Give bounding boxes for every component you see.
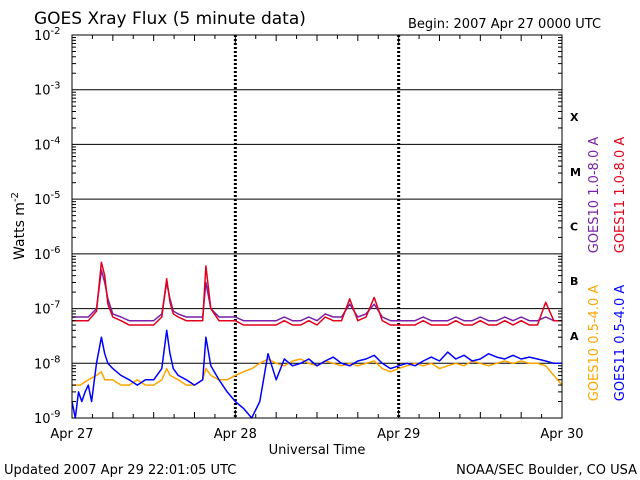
series-line-1 — [72, 261, 562, 326]
flare-class-a: A — [570, 330, 579, 343]
legend-entry-0: GOES10 1.0-8.0 A — [587, 137, 602, 254]
legend-entry-3: GOES11 0.5-4.0 A — [613, 285, 628, 402]
y-tick-label-exponent: -4 — [51, 135, 61, 146]
y-tick-label-exponent: -3 — [51, 81, 61, 92]
grid-lines — [72, 35, 562, 418]
tick-marks — [71, 35, 563, 418]
y-tick-label-4: 10-6 — [34, 245, 61, 263]
legend-entry-2: GOES10 0.5-4.0 A — [587, 285, 602, 402]
x-tick-label-2: Apr 29 — [377, 427, 420, 442]
y-axis-label-base: Watts m — [12, 202, 28, 260]
y-tick-label-base: 10 — [34, 138, 51, 153]
begin-label: Begin: 2007 Apr 27 0000 UTC — [408, 17, 601, 32]
y-tick-labels: 10-210-310-410-510-610-710-810-9 — [34, 26, 61, 427]
y-tick-label-base: 10 — [34, 303, 51, 318]
x-tick-labels: Apr 27 Apr 28 Apr 29 Apr 30 — [50, 427, 583, 442]
source-credit: NOAA/SEC Boulder, CO USA — [456, 463, 637, 478]
x-tick-label-0: Apr 27 — [50, 427, 93, 442]
y-tick-label-base: 10 — [34, 29, 51, 44]
flare-class-labels: X M C B A — [570, 111, 581, 343]
legend-entry-1: GOES11 1.0-8.0 A — [613, 137, 628, 254]
y-tick-label-exponent: -5 — [51, 190, 61, 201]
y-tick-label-0: 10-2 — [34, 26, 61, 44]
y-tick-label-exponent: -7 — [51, 300, 61, 311]
y-tick-label-base: 10 — [34, 193, 51, 208]
y-tick-label-exponent: -2 — [51, 26, 61, 37]
series-line-0 — [72, 269, 562, 322]
flare-class-m: M — [570, 166, 581, 179]
y-tick-label-base: 10 — [34, 84, 51, 99]
flare-class-c: C — [570, 221, 578, 234]
y-tick-label-2: 10-4 — [34, 135, 61, 153]
y-tick-label-1: 10-3 — [34, 81, 61, 99]
chart-title: GOES Xray Flux (5 minute data) — [34, 9, 306, 29]
y-tick-label-6: 10-8 — [34, 354, 61, 372]
updated-timestamp: Updated 2007 Apr 29 22:01:05 UTC — [4, 463, 236, 478]
flare-class-b: B — [570, 275, 578, 288]
x-tick-label-1: Apr 28 — [214, 427, 257, 442]
y-tick-label-base: 10 — [34, 357, 51, 372]
legend: GOES10 1.0-8.0 A GOES11 1.0-8.0 A GOES10 0… — [587, 137, 628, 402]
y-tick-label-base: 10 — [34, 412, 51, 427]
series-line-3 — [71, 329, 562, 419]
flare-class-x: X — [570, 111, 579, 124]
y-tick-label-exponent: -9 — [51, 409, 61, 420]
y-tick-label-3: 10-5 — [34, 190, 61, 208]
y-tick-label-exponent: -8 — [51, 354, 61, 365]
x-tick-label-3: Apr 30 — [540, 427, 583, 442]
y-tick-label-5: 10-7 — [34, 300, 61, 318]
y-axis-label: Watts m-2 — [10, 192, 28, 260]
y-tick-label-7: 10-9 — [34, 409, 61, 427]
y-tick-label-exponent: -6 — [51, 245, 61, 256]
series-layer — [71, 261, 563, 419]
y-axis-label-exponent: -2 — [10, 192, 21, 202]
y-tick-label-base: 10 — [34, 248, 51, 263]
x-axis-label: Universal Time — [269, 443, 366, 458]
